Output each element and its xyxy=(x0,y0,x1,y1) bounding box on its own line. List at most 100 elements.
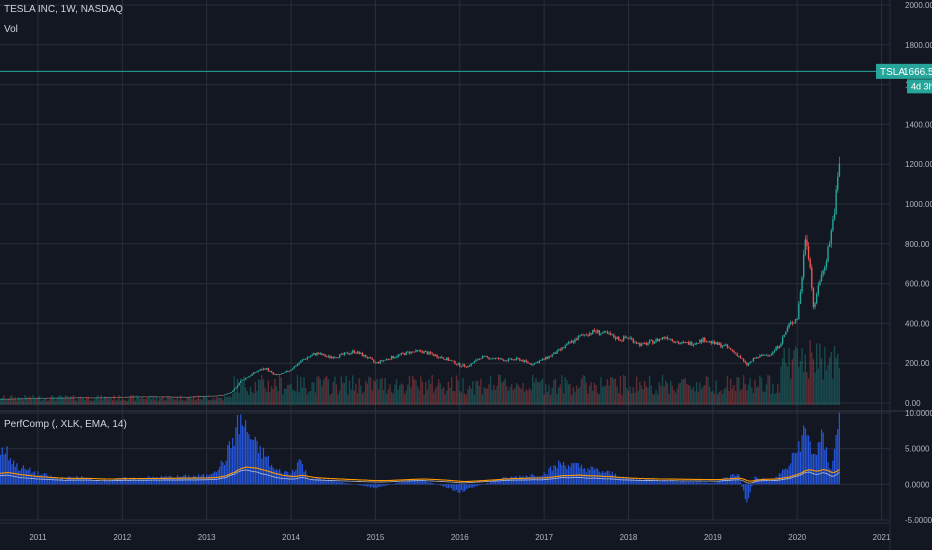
perf-bar xyxy=(804,428,806,485)
candle-body xyxy=(24,398,26,400)
candle-body xyxy=(812,288,815,307)
volume-bar xyxy=(454,391,456,405)
perf-bar xyxy=(777,477,779,485)
candle-body xyxy=(707,341,709,343)
volume-bar xyxy=(132,395,135,405)
volume-bar xyxy=(11,395,13,405)
candle-body xyxy=(322,354,325,356)
candle-body xyxy=(121,396,124,398)
candle-body xyxy=(168,396,171,398)
candle-body xyxy=(767,354,769,356)
candle-body xyxy=(274,374,276,376)
perf-bar xyxy=(733,474,735,485)
perf-bar xyxy=(245,420,247,485)
perf-bar xyxy=(631,479,633,485)
volume-bar xyxy=(819,343,821,405)
volume-bar xyxy=(486,388,489,405)
candle-body xyxy=(84,397,86,399)
volume-bar xyxy=(316,376,318,405)
candle-body xyxy=(66,397,68,399)
perf-bar xyxy=(13,460,15,485)
candle-body xyxy=(799,292,802,304)
volume-bar xyxy=(266,391,268,405)
volume-bar xyxy=(400,383,403,405)
perf-bar xyxy=(739,481,742,485)
perf-bar xyxy=(442,484,445,487)
candle-body xyxy=(509,358,511,360)
perf-bar xyxy=(371,484,373,487)
candle-body xyxy=(89,397,91,399)
volume-bar xyxy=(751,387,753,405)
perf-bar xyxy=(404,481,406,485)
volume-bar xyxy=(0,399,2,405)
candle-body xyxy=(549,356,552,357)
candle-body xyxy=(796,319,798,320)
volume-bar xyxy=(749,378,751,405)
perf-bar xyxy=(796,452,798,485)
perf-bar xyxy=(137,478,140,485)
perf-bar xyxy=(21,468,23,485)
volume-bar xyxy=(712,390,714,405)
volume-bar xyxy=(790,378,792,405)
volume-bar xyxy=(567,384,570,405)
perf-bar xyxy=(97,480,99,485)
volume-bar xyxy=(170,397,172,405)
volume-bar xyxy=(527,390,529,405)
candle-body xyxy=(541,358,544,361)
perf-bar xyxy=(407,480,409,485)
time-axis[interactable]: 2011 2012 2013 2014 2015 2016 2017 2018 2019 2020… xyxy=(29,533,891,542)
perf-bar xyxy=(141,479,143,485)
candle-body xyxy=(699,339,701,344)
perf-bar xyxy=(394,483,396,485)
candle-body xyxy=(107,397,109,399)
volume-bar xyxy=(431,375,433,405)
volume-bar xyxy=(497,374,500,405)
price-tag[interactable]: TSLA 1666.59 4d 3h xyxy=(876,63,932,94)
volume-bar xyxy=(214,399,216,405)
candle-body xyxy=(642,342,644,344)
volume-bar xyxy=(423,394,425,405)
volume-bar xyxy=(632,387,635,405)
volume-bar xyxy=(184,400,187,405)
perf-bar xyxy=(309,479,312,485)
perf-bar xyxy=(43,473,46,485)
volume-bar xyxy=(181,399,184,405)
volume-bar xyxy=(733,384,735,405)
candle-body xyxy=(218,395,221,396)
perf-bar xyxy=(769,481,771,485)
candle-body xyxy=(309,356,312,358)
candle-body xyxy=(532,364,534,366)
volume-bar xyxy=(452,391,454,405)
perf-bar xyxy=(572,463,574,485)
candle-body xyxy=(819,281,821,286)
volume-bar xyxy=(22,400,25,405)
volume-bar xyxy=(162,396,164,405)
candle-body xyxy=(46,397,49,399)
volume-bar xyxy=(282,394,284,405)
candle-body xyxy=(167,396,169,398)
perfcomp-label: PerfComp (, XLK, EMA, 14) xyxy=(4,419,127,430)
volume-bar xyxy=(780,366,782,405)
volume-bar xyxy=(811,352,813,405)
candle-body xyxy=(794,319,797,323)
candle-body xyxy=(423,351,425,353)
volume-bar xyxy=(614,378,617,405)
perf-bar xyxy=(220,460,222,485)
candle-body xyxy=(48,397,51,399)
volume-bar xyxy=(313,382,315,405)
perf-bar xyxy=(105,480,107,485)
volume-bar xyxy=(269,392,271,405)
volume-bar xyxy=(295,391,297,405)
candle-body xyxy=(126,396,128,398)
volume-bar xyxy=(804,354,807,405)
perfcomp-axis[interactable]: -5.0000 0.0000 5.0000 10.0000 xyxy=(905,409,932,525)
volume-bar xyxy=(717,394,719,405)
perf-bar xyxy=(402,481,404,485)
candle-body xyxy=(420,350,422,352)
volume-bar xyxy=(830,352,832,405)
candle-body xyxy=(824,267,826,271)
candle-body xyxy=(504,360,506,362)
volume-bar xyxy=(674,392,677,405)
candle-body xyxy=(533,362,536,365)
